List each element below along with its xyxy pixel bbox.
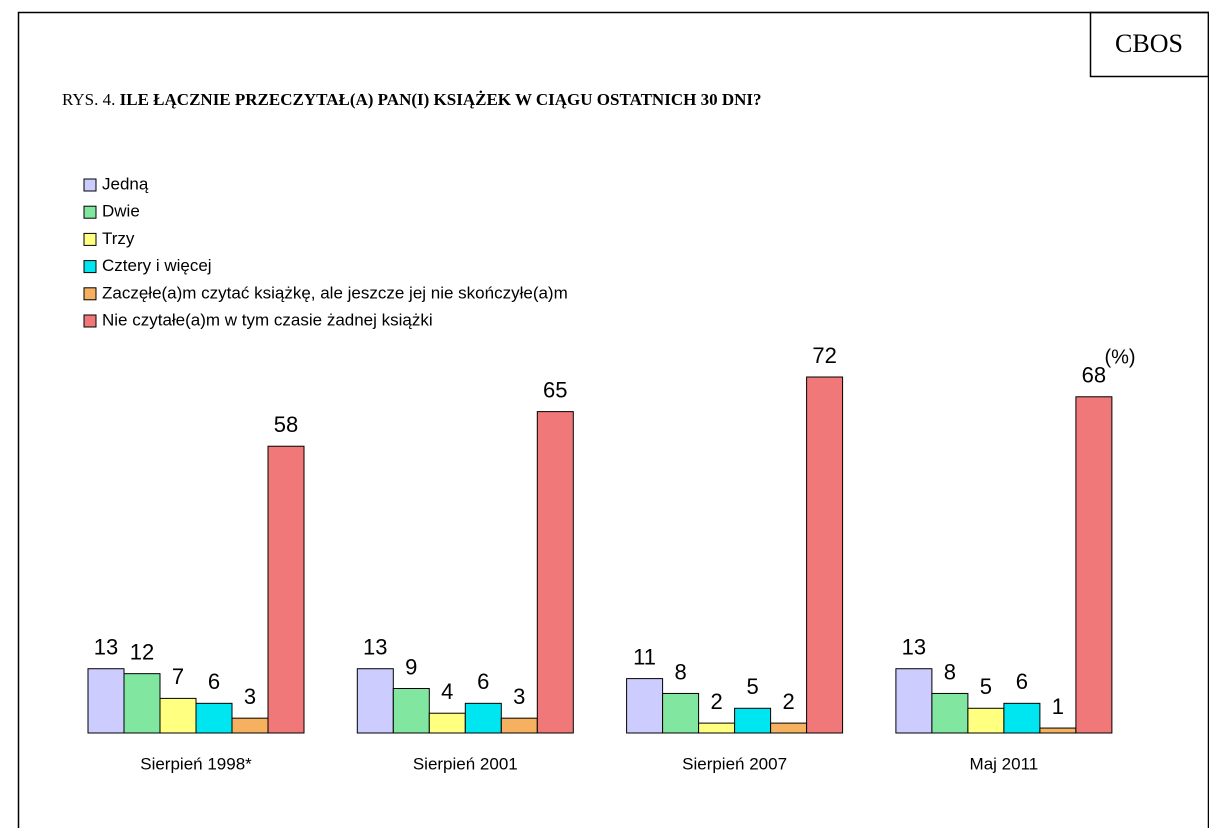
value-label: 6 [1016, 669, 1028, 694]
x-tick-label: Sierpień 2007 [682, 754, 787, 773]
bar [87, 668, 125, 734]
chart-title: ILE ŁĄCZNIE PRZECZYTAŁ(A) PAN(I) KSIĄŻEK… [120, 90, 762, 109]
bar [392, 688, 430, 734]
bar [159, 697, 197, 734]
value-label: 11 [633, 644, 656, 669]
bar [662, 692, 700, 734]
brand: CBOS [1115, 29, 1183, 58]
bar [770, 722, 808, 734]
bar [895, 668, 933, 734]
value-label: 5 [980, 674, 992, 699]
value-label: 13 [94, 635, 118, 660]
value-label: 68 [1082, 363, 1106, 388]
value-label: 4 [441, 679, 453, 704]
bar [231, 717, 269, 734]
legend-swatch [83, 287, 97, 301]
value-label: 8 [674, 659, 686, 684]
x-tick-label: Sierpień 1998* [140, 754, 252, 773]
bar [967, 707, 1005, 734]
value-label: 72 [812, 343, 836, 368]
figure-label: RYS. 4. [62, 90, 115, 109]
bar [1075, 396, 1113, 734]
bar [626, 678, 664, 734]
title: RYS. 4. ILE ŁĄCZNIE PRZECZYTAŁ(A) PAN(I)… [62, 90, 761, 109]
legend-label: Nie czytałe(a)m w tym czasie żadnej ksią… [102, 310, 433, 329]
bar [698, 722, 736, 734]
value-label: 2 [710, 689, 722, 714]
legend-label: Trzy [102, 229, 135, 248]
value-label: 8 [944, 659, 956, 684]
value-label: 6 [208, 669, 220, 694]
bar [536, 411, 574, 734]
bar [931, 692, 969, 734]
bar [267, 445, 305, 734]
value-label: 13 [902, 635, 926, 660]
x-tick-label: Sierpień 2001 [413, 754, 518, 773]
bar [123, 673, 161, 734]
legend-label: Cztery i więcej [102, 256, 212, 275]
value-label: 1 [1052, 694, 1064, 719]
value-label: 9 [405, 654, 417, 679]
bar [356, 668, 394, 734]
value-label: 7 [172, 664, 184, 689]
bar [500, 717, 538, 734]
bar [1039, 727, 1077, 734]
legend-swatch [83, 205, 97, 219]
value-label: 13 [363, 635, 387, 660]
value-label: 65 [543, 377, 567, 402]
bar [464, 702, 502, 734]
value-label: 3 [244, 684, 256, 709]
value-label: 2 [782, 689, 794, 714]
x-tick-label: Maj 2011 [970, 754, 1039, 773]
bar [806, 376, 844, 734]
legend-label: Jedną [102, 174, 149, 193]
legend-swatch [83, 232, 97, 246]
legend-label: Zaczęłe(a)m czytać książkę, ale jeszcze … [102, 283, 568, 302]
legend-swatch [83, 314, 97, 328]
bar [195, 702, 233, 734]
unit-label: (%) [1104, 346, 1135, 368]
bar [1003, 702, 1041, 734]
legend-swatch [83, 260, 97, 274]
value-label: 58 [274, 412, 298, 437]
value-label: 6 [477, 669, 489, 694]
bar [428, 712, 466, 734]
value-label: 3 [513, 684, 525, 709]
bar [734, 707, 772, 734]
legend-label: Dwie [102, 202, 140, 221]
legend-swatch [83, 178, 97, 192]
value-label: 12 [130, 639, 154, 664]
value-label: 5 [746, 674, 758, 699]
